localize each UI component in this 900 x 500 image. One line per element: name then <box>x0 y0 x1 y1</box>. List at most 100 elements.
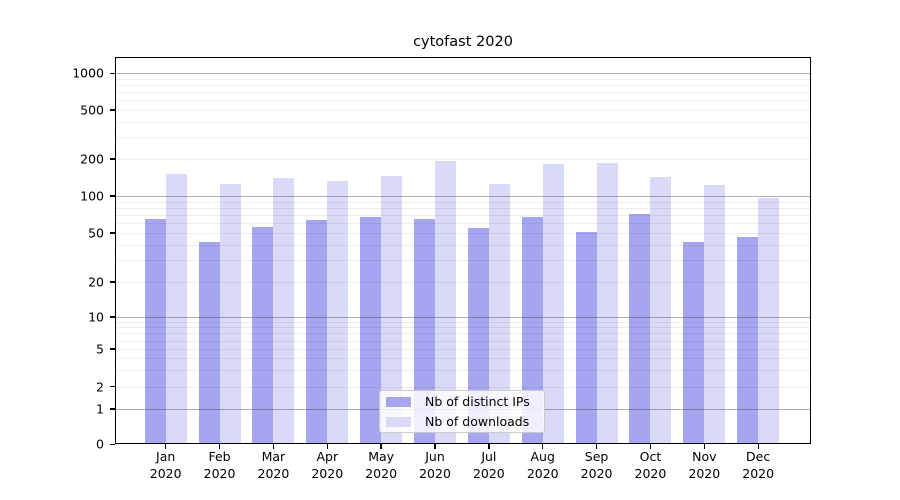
gridline-minor-80 <box>115 207 811 209</box>
y-tick-label-2: 2 <box>96 379 104 395</box>
x-tick-label-dec: Dec 2020 <box>742 449 775 481</box>
bar-downloads-jan <box>165 174 187 445</box>
bar-ips-feb <box>198 242 220 445</box>
x-tick-label-oct: Oct 2020 <box>634 449 667 481</box>
gridline-minor-300 <box>115 137 811 139</box>
legend-swatch-downloads <box>386 416 411 427</box>
y-tick-label-50: 50 <box>88 225 104 241</box>
gridline-minor-9 <box>115 321 811 323</box>
gridline-minor-8 <box>115 327 811 329</box>
y-tick-label-100: 100 <box>80 188 104 204</box>
y-tick-label-5: 5 <box>96 341 104 357</box>
gridline-minor-7 <box>115 333 811 335</box>
gridline-minor-3 <box>115 370 811 371</box>
bar-ips-aug <box>521 216 543 445</box>
bar-downloads-sep <box>596 163 618 445</box>
y-tick-10 <box>110 316 115 318</box>
grid-layer <box>115 57 811 444</box>
x-tick-may <box>380 444 382 449</box>
gridline-minor-500 <box>115 109 811 111</box>
x-tick-mar <box>272 444 275 449</box>
bar-downloads-jun <box>435 160 456 445</box>
gridline-minor-200 <box>115 158 811 160</box>
gridline-minor-800 <box>115 85 811 87</box>
legend-box: Nb of distinct IPs Nb of downloads <box>379 390 545 433</box>
x-tick-label-jan: Jan 2020 <box>149 449 182 481</box>
legend-row-distinct-ips: Nb of distinct IPs <box>380 392 544 411</box>
gridline-minor-20 <box>115 281 811 283</box>
bar-ips-sep <box>575 231 597 445</box>
legend-label-downloads: Nb of downloads <box>425 414 530 429</box>
y-tick-500 <box>110 109 115 111</box>
x-tick-aug <box>542 444 544 449</box>
y-tick-label-1000: 1000 <box>72 65 104 81</box>
x-tick-label-feb: Feb 2020 <box>203 449 236 481</box>
y-tick-label-0: 0 <box>96 436 104 452</box>
x-tick-nov <box>703 444 705 449</box>
gridline-major-100 <box>115 195 811 197</box>
bar-downloads-jul <box>488 184 510 445</box>
y-tick-5 <box>110 348 115 350</box>
gridline-minor-700 <box>115 92 811 94</box>
bar-ips-jun <box>414 219 435 445</box>
bar-downloads-dec <box>758 197 780 445</box>
y-tick-label-1: 1 <box>96 401 104 417</box>
legend-row-downloads: Nb of downloads <box>380 412 544 431</box>
gridline-minor-900 <box>115 78 811 80</box>
bar-downloads-aug <box>542 164 564 445</box>
x-tick-jul <box>488 444 490 449</box>
gridline-major-10 <box>115 316 811 318</box>
y-tick-0 <box>110 443 115 445</box>
y-tick-200 <box>110 158 115 160</box>
x-tick-feb <box>218 444 221 449</box>
legend-label-distinct-ips: Nb of distinct IPs <box>425 394 530 409</box>
x-tick-jan <box>165 444 167 449</box>
bar-downloads-oct <box>650 176 672 445</box>
x-tick-label-apr: Apr 2020 <box>311 449 344 481</box>
gridline-minor-40 <box>115 244 811 246</box>
bar-ips-jan <box>144 219 166 445</box>
y-tick-1 <box>110 408 115 410</box>
gridline-major-1000 <box>115 73 811 75</box>
x-tick-label-may: May 2020 <box>365 449 398 481</box>
bar-ips-nov <box>683 242 705 445</box>
y-tick-1000 <box>110 72 115 74</box>
bar-ips-may <box>360 216 382 445</box>
x-tick-label-mar: Mar 2020 <box>257 449 290 481</box>
gridline-minor-60 <box>115 223 811 225</box>
bar-downloads-feb <box>219 184 241 445</box>
x-tick-label-jun: Jun 2020 <box>419 449 451 481</box>
bar-downloads-nov <box>704 184 726 445</box>
x-tick-dec <box>757 444 759 449</box>
x-tick-apr <box>326 444 328 449</box>
x-tick-label-nov: Nov 2020 <box>688 449 721 481</box>
y-tick-100 <box>110 195 115 197</box>
legend-swatch-distinct-ips <box>386 396 411 407</box>
gridline-minor-400 <box>115 121 811 123</box>
gridline-minor-6 <box>115 340 811 342</box>
x-tick-jun <box>434 444 436 449</box>
x-tick-label-jul: Jul 2020 <box>472 449 505 481</box>
gridline-minor-4 <box>115 358 811 360</box>
gridline-minor-5 <box>115 348 811 350</box>
chart-title: cytofast 2020 <box>413 34 513 50</box>
bar-ips-apr <box>306 219 328 445</box>
y-tick-50 <box>110 232 115 234</box>
bar-downloads-may <box>381 175 403 445</box>
bar-downloads-apr <box>327 180 349 445</box>
gridline-minor-2 <box>115 386 811 388</box>
y-tick-label-20: 20 <box>88 274 104 290</box>
gridline-minor-50 <box>115 232 811 234</box>
gridline-minor-90 <box>115 201 811 203</box>
x-tick-label-sep: Sep 2020 <box>580 449 613 481</box>
y-tick-label-10: 10 <box>88 309 104 325</box>
y-tick-20 <box>110 281 115 283</box>
plot-area <box>115 57 811 445</box>
x-tick-sep <box>595 444 598 449</box>
gridline-minor-600 <box>115 100 811 102</box>
bar-downloads-mar <box>273 178 295 445</box>
y-tick-2 <box>110 386 115 388</box>
x-tick-label-aug: Aug 2020 <box>526 449 559 481</box>
bar-ips-oct <box>629 214 651 445</box>
